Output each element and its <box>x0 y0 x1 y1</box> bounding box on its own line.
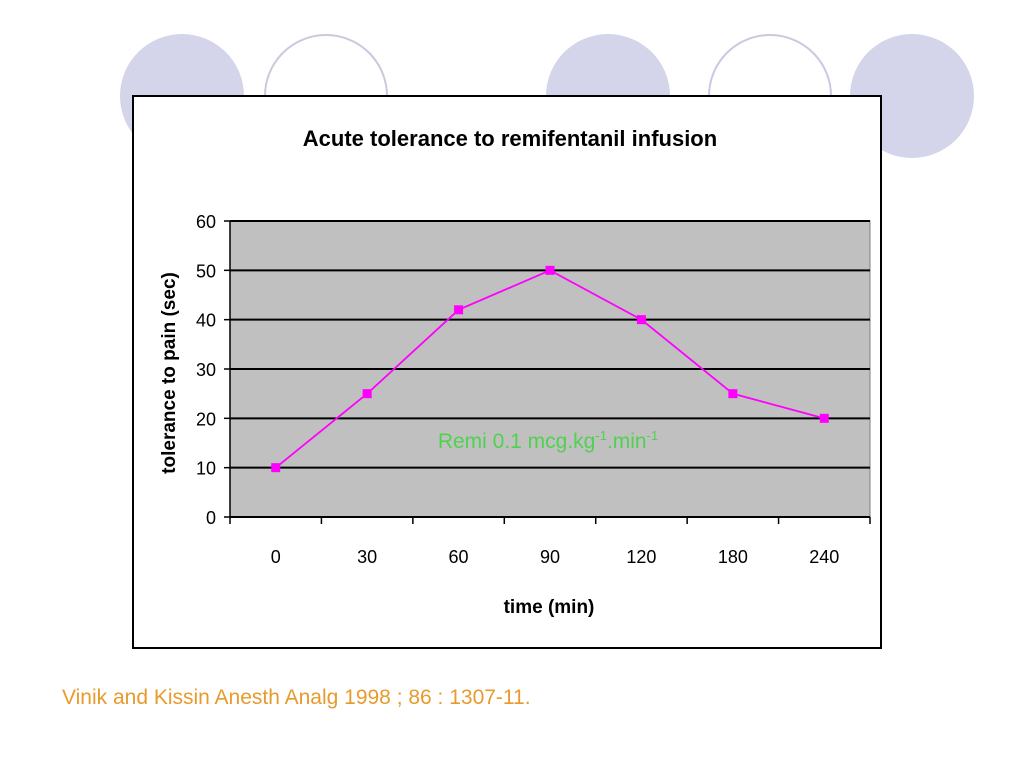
annotation-sup-2: -1 <box>647 428 659 443</box>
data-point-marker <box>636 315 646 325</box>
y-tick-label: 0 <box>206 508 216 528</box>
dosage-annotation: Remi 0.1 mcg.kg-1.min-1 <box>438 428 658 453</box>
x-tick-label: 180 <box>718 547 748 567</box>
y-tick-label: 20 <box>196 409 216 429</box>
line-chart: Acute tolerance to remifentanil infusion… <box>159 126 871 618</box>
data-point-marker <box>728 389 738 399</box>
axes: 0 10 20 30 40 50 60 0 30 60 90 120 180 240 <box>196 212 871 567</box>
x-axis-title: time (min) <box>504 597 595 618</box>
annotation-base: Remi 0.1 mcg.kg <box>438 430 596 453</box>
x-tick-label: 60 <box>449 547 469 567</box>
y-tick-label: 50 <box>196 261 216 281</box>
data-point-marker <box>545 265 555 275</box>
x-tick-label: 0 <box>271 547 281 567</box>
annotation-middle: .min <box>607 430 647 453</box>
data-point-marker <box>362 389 372 399</box>
x-tick-label: 240 <box>809 547 839 567</box>
y-tick-label: 60 <box>196 212 216 232</box>
x-tick-label: 30 <box>357 547 377 567</box>
citation-text: Vinik and Kissin Anesth Analg 1998 ; 86 … <box>62 686 531 709</box>
y-tick-label: 30 <box>196 360 216 380</box>
data-point-marker <box>819 413 829 423</box>
x-tick-label: 90 <box>540 547 560 567</box>
data-point-marker <box>454 305 464 315</box>
series-markers <box>271 265 829 473</box>
y-tick-label: 40 <box>196 311 216 331</box>
chart-frame: Acute tolerance to remifentanil infusion… <box>132 95 882 649</box>
chart-title: Acute tolerance to remifentanil infusion <box>303 126 717 151</box>
x-tick-label: 120 <box>626 547 656 567</box>
y-tick-label: 10 <box>196 459 216 479</box>
y-axis-title: tolerance to pain (sec) <box>159 272 180 474</box>
data-point-marker <box>271 463 281 473</box>
annotation-sup-1: -1 <box>595 428 607 443</box>
